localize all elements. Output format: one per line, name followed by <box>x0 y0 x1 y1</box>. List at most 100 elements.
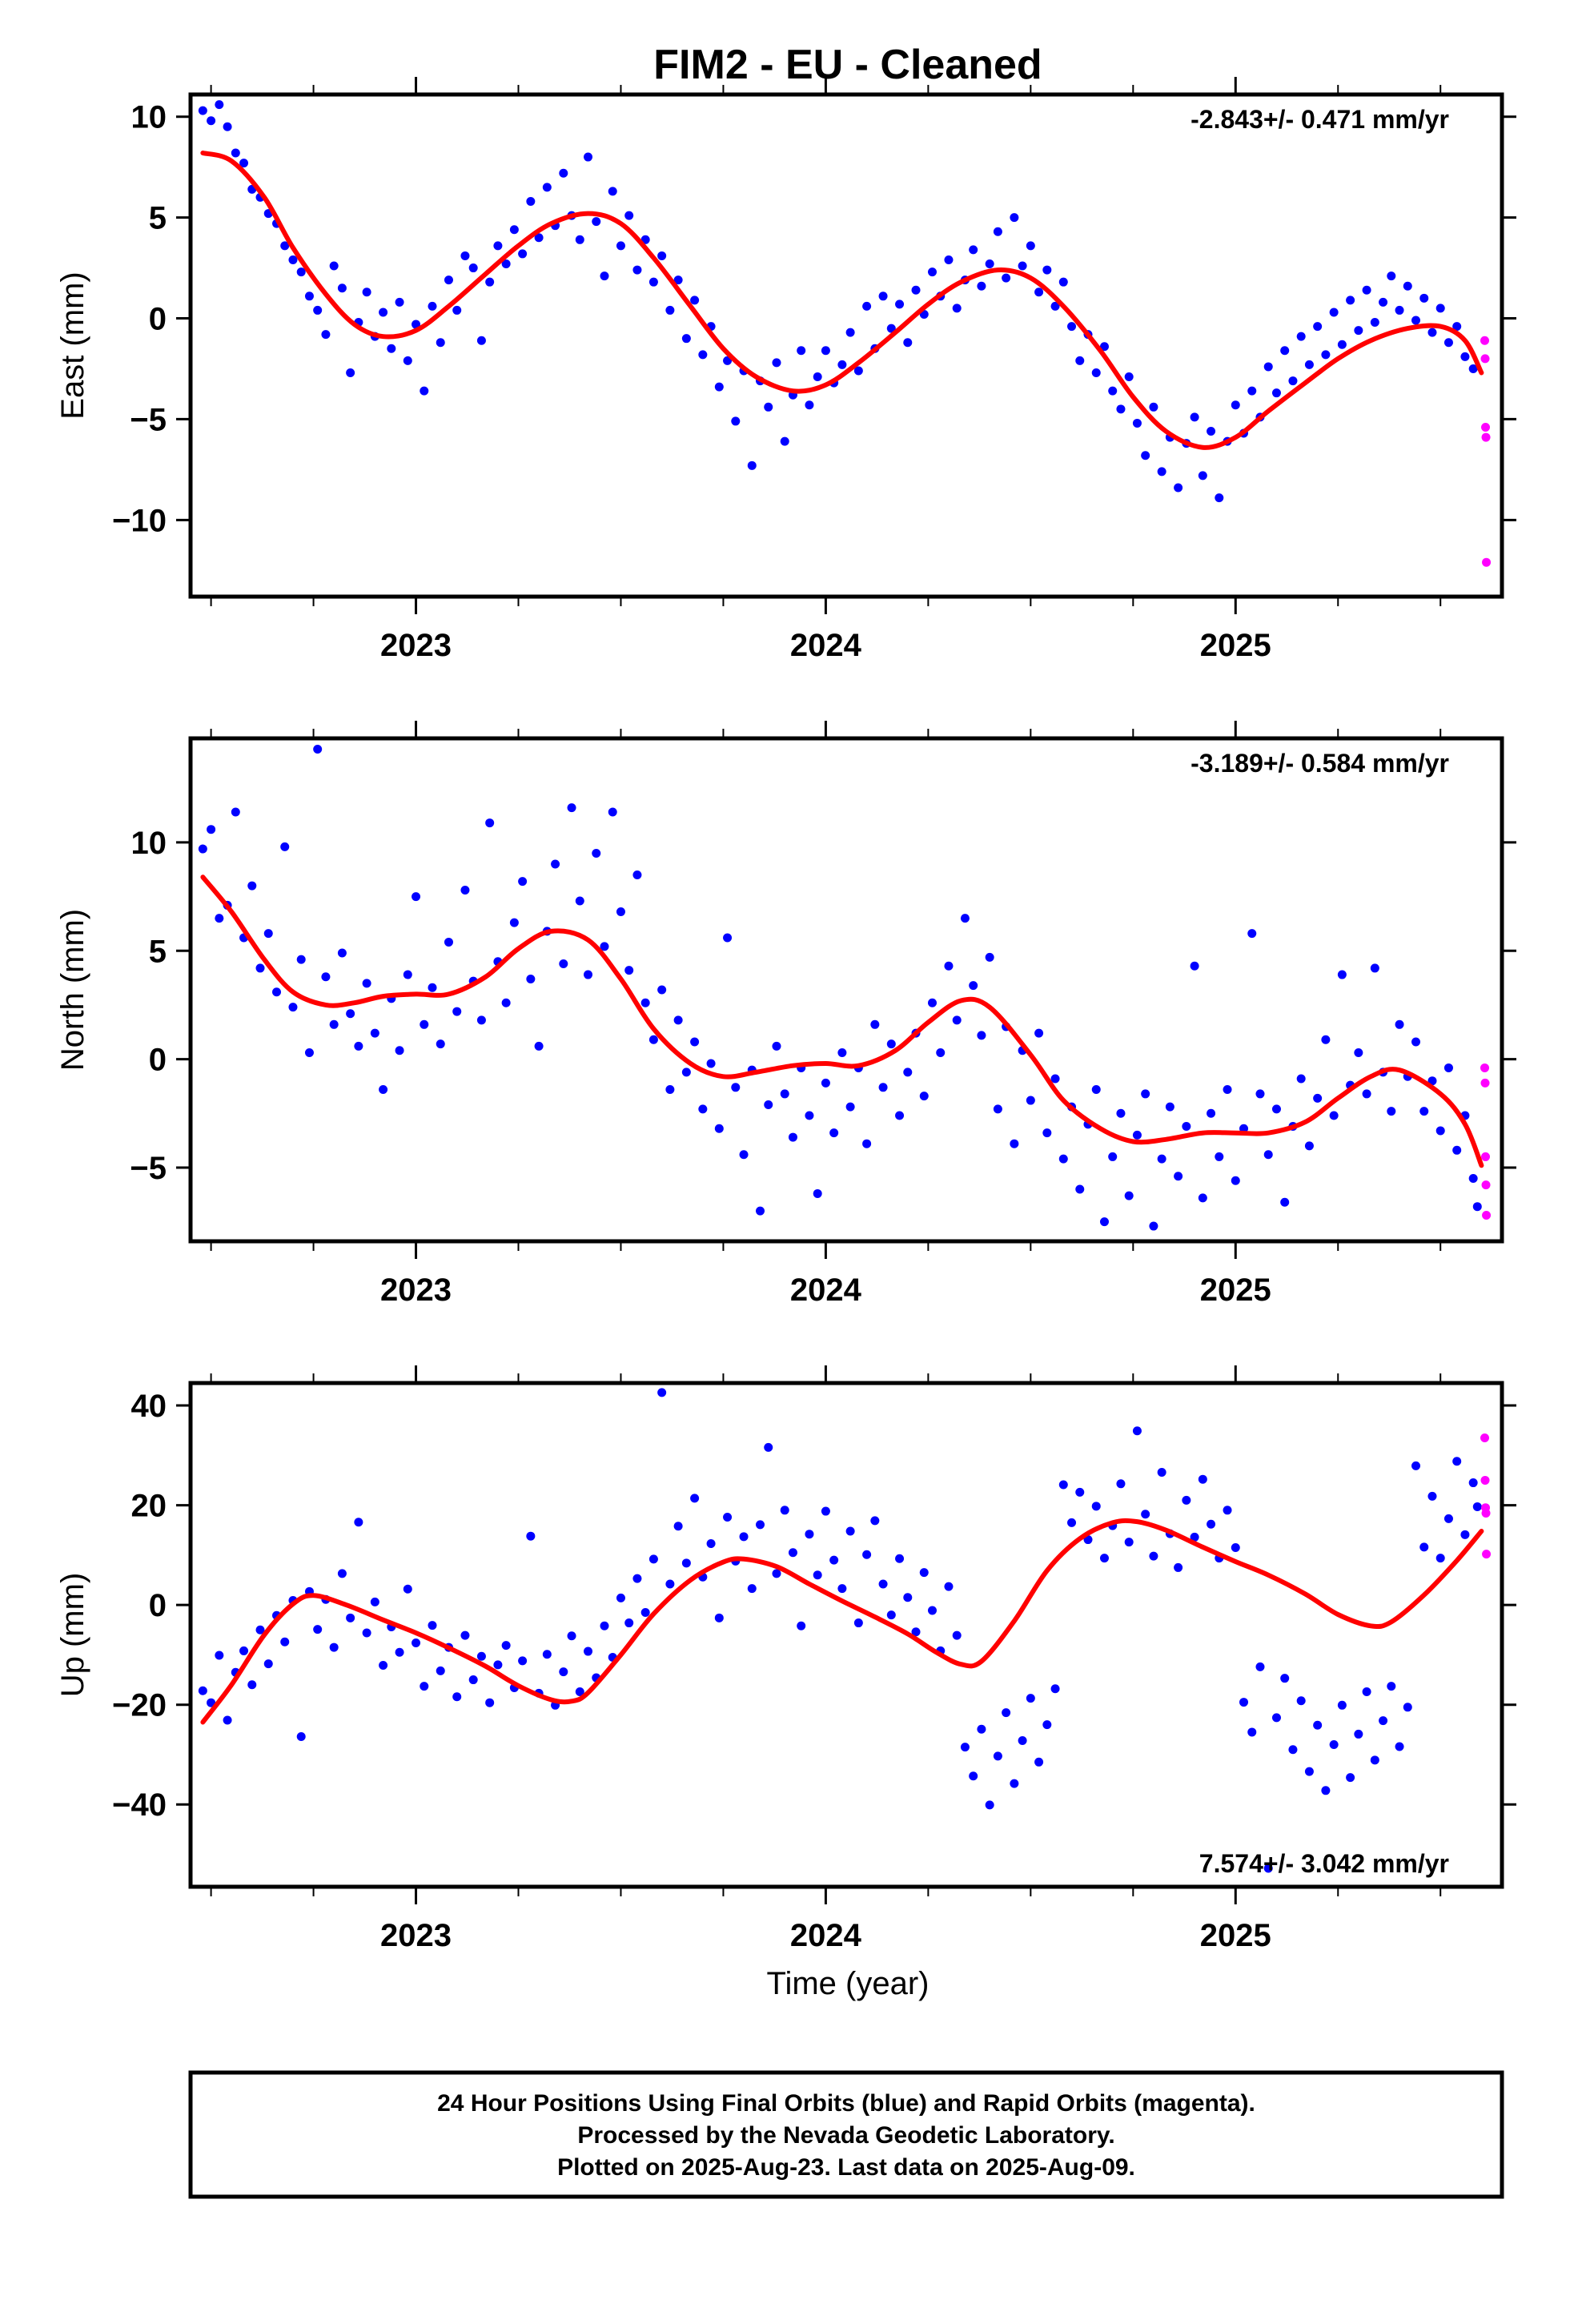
final-orbit-point <box>1207 1108 1216 1118</box>
final-orbit-point <box>1395 1019 1404 1029</box>
final-orbit-point <box>600 942 609 951</box>
final-orbit-point <box>1443 1514 1453 1523</box>
final-orbit-point <box>1099 342 1109 352</box>
final-orbit-point <box>436 1039 445 1049</box>
final-orbit-point <box>1058 1480 1068 1490</box>
final-orbit-point <box>1411 1037 1421 1047</box>
final-orbit-point <box>1362 1687 1371 1696</box>
final-orbit-point <box>878 292 888 301</box>
figure-title: FIM2 - EU - Cleaned <box>653 42 1042 88</box>
final-orbit-point <box>1255 1089 1265 1099</box>
final-orbit-point <box>1354 326 1363 336</box>
final-orbit-point <box>592 217 601 227</box>
final-orbit-point <box>1452 1457 1462 1466</box>
final-orbit-point <box>756 1206 765 1216</box>
final-orbit-point <box>509 225 519 235</box>
y-tick-label: −20 <box>112 1688 167 1723</box>
final-orbit-point <box>1288 1745 1298 1755</box>
rapid-orbit-point <box>1481 1152 1491 1161</box>
final-orbit-point <box>452 1007 462 1016</box>
final-orbit-point <box>1411 1461 1421 1470</box>
final-orbit-point <box>1271 388 1281 398</box>
final-orbit-point <box>1329 308 1339 317</box>
final-orbit-point <box>788 1132 797 1142</box>
y-tick-label: 5 <box>149 934 167 969</box>
final-orbit-point <box>648 1035 658 1044</box>
final-orbit-point <box>501 1641 511 1651</box>
final-orbit-point <box>271 987 281 997</box>
data-layer <box>198 1388 1492 1873</box>
final-orbit-point <box>1042 1720 1052 1730</box>
final-orbit-point <box>1190 961 1199 971</box>
final-orbit-point <box>1223 1085 1232 1095</box>
final-orbit-point <box>296 955 306 964</box>
final-orbit-point <box>485 277 495 287</box>
final-orbit-point <box>1198 471 1207 480</box>
final-orbit-point <box>1443 338 1453 348</box>
final-orbit-point <box>1075 356 1085 365</box>
final-orbit-point <box>648 1554 658 1564</box>
final-orbit-point <box>1149 1221 1158 1231</box>
final-orbit-point <box>1223 1506 1232 1515</box>
final-orbit-point <box>665 305 675 315</box>
final-orbit-point <box>723 1513 733 1522</box>
final-orbit-point <box>1321 1035 1331 1044</box>
final-orbit-point <box>690 1494 700 1503</box>
y-axis-label: East (mm) <box>55 271 90 419</box>
final-orbit-point <box>714 1124 724 1133</box>
final-orbit-point <box>1010 1139 1019 1148</box>
final-orbit-point <box>853 1618 863 1628</box>
final-orbit-point <box>1468 364 1478 373</box>
final-orbit-point <box>821 346 830 356</box>
final-orbit-point <box>1182 1495 1191 1505</box>
final-orbit-point <box>895 1554 905 1563</box>
final-orbit-point <box>1050 301 1060 311</box>
final-orbit-point <box>476 1651 486 1661</box>
final-orbit-point <box>1247 1727 1257 1737</box>
final-orbit-point <box>1149 1551 1158 1561</box>
final-orbit-point <box>739 1532 749 1542</box>
final-orbit-point <box>1215 493 1224 503</box>
final-orbit-point <box>608 187 617 196</box>
final-orbit-point <box>616 907 625 917</box>
final-orbit-point <box>362 979 371 988</box>
final-orbit-point <box>362 1628 371 1638</box>
final-orbit-point <box>747 1584 757 1594</box>
final-orbit-point <box>468 263 478 273</box>
final-orbit-point <box>1132 1130 1142 1140</box>
final-orbit-point <box>608 807 617 817</box>
final-orbit-point <box>420 1019 429 1029</box>
final-orbit-point <box>739 1150 749 1160</box>
final-orbit-point <box>657 985 667 995</box>
final-orbit-point <box>231 807 240 817</box>
final-orbit-point <box>706 1059 716 1068</box>
plot-frame <box>188 92 1504 599</box>
final-orbit-point <box>1472 1502 1482 1511</box>
final-orbit-point <box>1403 281 1412 291</box>
final-orbit-point <box>993 1104 1002 1114</box>
final-orbit-point <box>1354 1048 1363 1057</box>
final-orbit-point <box>1149 402 1158 412</box>
final-orbit-point <box>223 1715 232 1725</box>
final-orbit-point <box>698 350 708 360</box>
final-orbit-point <box>1198 1474 1207 1484</box>
final-orbit-point <box>805 1530 814 1539</box>
x-tick-label: 2023 <box>380 1918 452 1953</box>
final-orbit-point <box>1419 1107 1429 1116</box>
final-orbit-point <box>829 1128 839 1138</box>
final-orbit-point <box>476 1015 486 1025</box>
final-orbit-point <box>1067 322 1077 332</box>
final-orbit-point <box>412 1638 421 1647</box>
final-orbit-point <box>1354 1729 1363 1739</box>
y-tick-label: −10 <box>112 503 167 538</box>
final-orbit-point <box>1271 1104 1281 1114</box>
final-orbit-point <box>648 277 658 287</box>
final-orbit-point <box>1141 1510 1150 1519</box>
final-orbit-point <box>304 1048 314 1057</box>
final-orbit-point <box>567 803 576 813</box>
final-orbit-point <box>1427 328 1437 337</box>
final-orbit-point <box>911 1627 921 1637</box>
final-orbit-point <box>1263 1150 1273 1160</box>
final-orbit-point <box>1091 368 1101 377</box>
